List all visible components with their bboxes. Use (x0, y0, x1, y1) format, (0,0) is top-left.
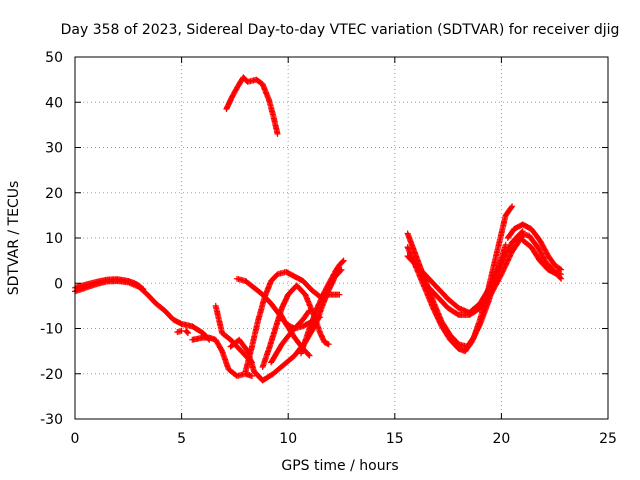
data-point-markers (519, 237, 565, 282)
y-tick-label: 40 (45, 95, 63, 111)
y-axis-label: SDTVAR / TECUs (6, 181, 22, 296)
series-arc-4 (174, 327, 185, 336)
data-point-markers (182, 327, 191, 336)
y-tick-label: -10 (40, 322, 63, 338)
series-arc-14 (298, 257, 347, 357)
series-arc-21 (519, 237, 565, 282)
x-tick-label: 15 (386, 431, 404, 447)
x-tick-label: 5 (177, 431, 186, 447)
data-point-markers (223, 74, 281, 137)
chart-title: Day 358 of 2023, Sidereal Day-to-day VTE… (61, 22, 620, 38)
y-tick-label: 10 (45, 231, 63, 247)
series-arc-3 (182, 327, 191, 336)
data-point-markers (404, 228, 526, 316)
x-tick-label: 20 (492, 431, 510, 447)
data-point-markers (298, 257, 347, 357)
y-tick-label: 50 (45, 50, 63, 66)
x-tick-label: 10 (279, 431, 297, 447)
x-axis-label: GPS time / hours (281, 458, 398, 474)
series-arc-19 (504, 221, 565, 273)
data-point-markers (423, 232, 526, 318)
x-tick-label: 0 (71, 431, 80, 447)
y-tick-label: 0 (54, 276, 63, 292)
x-tick-label: 25 (599, 431, 617, 447)
data-point-markers (268, 307, 313, 366)
y-tick-label: -20 (40, 367, 63, 383)
data-point-markers (504, 221, 565, 273)
series-arc-17 (404, 228, 526, 316)
series-arc-6 (189, 334, 255, 379)
series-arc-18 (423, 232, 526, 318)
x-tick-labels: 0 5 10 15 20 25 (71, 431, 617, 447)
series-arc-5 (223, 74, 281, 137)
data-point-markers (189, 334, 255, 379)
axis-ticks (74, 56, 609, 420)
y-tick-labels: -30 -20 -10 0 10 20 30 40 50 (40, 50, 63, 428)
y-tick-label: 20 (45, 186, 63, 202)
y-tick-label: 30 (45, 141, 63, 157)
y-tick-label: -30 (40, 412, 63, 428)
data-series (72, 74, 565, 384)
data-point-markers (174, 327, 185, 336)
series-arc-13 (268, 307, 313, 366)
